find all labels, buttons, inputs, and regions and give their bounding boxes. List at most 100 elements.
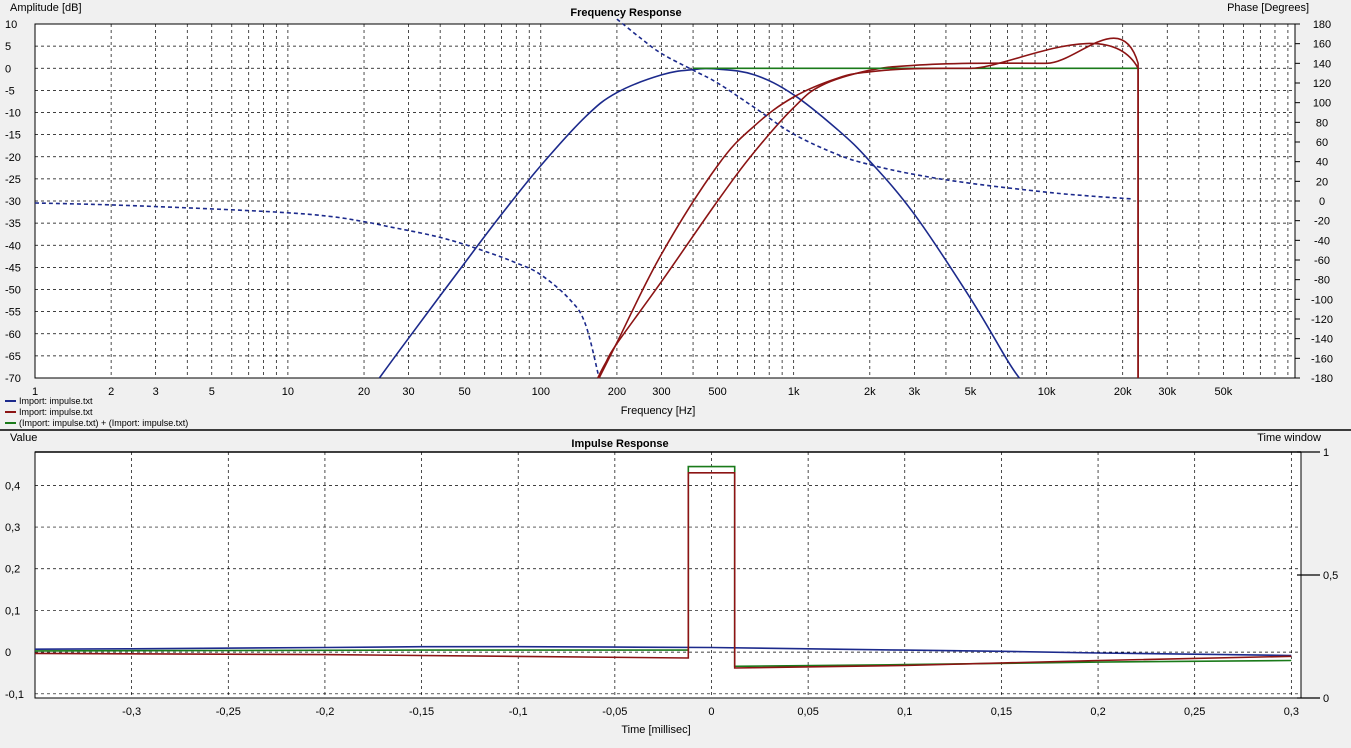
fr-x-tick-label: 20k xyxy=(1114,386,1132,398)
fr-y2-tick-label: -120 xyxy=(1311,314,1333,326)
fr-x-tick-label: 5 xyxy=(209,386,215,398)
fr-y-tick-label: -40 xyxy=(5,240,21,252)
fr-xlabel: Frequency [Hz] xyxy=(621,405,696,417)
fr-series xyxy=(34,18,1139,379)
ir-x-tick-label: -0,25 xyxy=(216,706,241,718)
ir-plot-area xyxy=(34,451,1302,699)
fr-x-tick-label: 30k xyxy=(1158,386,1176,398)
fr-y-tick-label: -20 xyxy=(5,152,21,164)
fr-x-tick-label: 3 xyxy=(153,386,159,398)
ir-x-tick-label: 0,1 xyxy=(897,706,912,718)
fr-y-tick-label: -35 xyxy=(5,218,21,230)
ir-x-tick-label: 0 xyxy=(708,706,714,718)
fr-title: Frequency Response xyxy=(570,7,681,19)
ir-x-tick-label: -0,05 xyxy=(602,706,627,718)
fr-y-tick-label: -65 xyxy=(5,351,21,363)
fr-x-tick-label: 50k xyxy=(1214,386,1232,398)
fr-y2-tick-label: -20 xyxy=(1314,216,1330,228)
fr-y2-tick-label: 160 xyxy=(1313,39,1331,51)
fr-y-tick-label: -45 xyxy=(5,262,21,274)
legend-label: Import: impulse.txt xyxy=(19,407,93,417)
fr-y-tick-label: 10 xyxy=(5,19,17,31)
ir-series-red-impulse xyxy=(34,471,1292,669)
ir-y2-axis: 10,50 xyxy=(1297,447,1338,705)
fr-x-tick-label: 100 xyxy=(532,386,550,398)
ir-x-tick-label: -0,15 xyxy=(409,706,434,718)
legend-label: (Import: impulse.txt) + (Import: impulse… xyxy=(19,418,188,428)
fr-y2-tick-label: 180 xyxy=(1313,19,1331,31)
fr-x-tick-label: 10k xyxy=(1038,386,1056,398)
fr-y2-tick-label: -40 xyxy=(1314,235,1330,247)
fr-x-tick-label: 3k xyxy=(909,386,921,398)
fr-x-tick-label: 50 xyxy=(459,386,471,398)
ir-x-tick-label: 0,15 xyxy=(991,706,1012,718)
fr-y2-tick-label: -140 xyxy=(1311,334,1333,346)
ir-x-tick-label: -0,2 xyxy=(315,706,334,718)
ir-x-tick-label: 0,3 xyxy=(1284,706,1299,718)
fr-y-tick-label: -50 xyxy=(5,285,21,297)
fr-y-tick-label: -10 xyxy=(5,108,21,120)
ir-x-tick-label: 0,25 xyxy=(1184,706,1205,718)
ir-title: Impulse Response xyxy=(571,438,668,450)
ir-y-tick-label: 0,4 xyxy=(5,480,20,492)
ir-y-tick-label: 0,2 xyxy=(5,564,20,576)
fr-y-tick-label: -30 xyxy=(5,196,21,208)
fr-y2-axis: 180 160 140 120 100 80 60 40 20 0 -20 -40 -60 -80 -100… xyxy=(1295,19,1333,385)
fr-x-tick-label: 1 xyxy=(32,386,38,398)
fr-y-tick-label: -15 xyxy=(5,130,21,142)
ir-y-tick-label: 0 xyxy=(5,647,11,659)
fr-y2-tick-label: 120 xyxy=(1313,78,1331,90)
fr-x-tick-label: 2 xyxy=(108,386,114,398)
impulse-response-panel: Value Impulse Response Time window -0,3-… xyxy=(5,432,1338,736)
fr-y-tick-label: -60 xyxy=(5,329,21,341)
ir-y2-tick-label: 0 xyxy=(1323,693,1329,705)
fr-y-tick-label: -25 xyxy=(5,174,21,186)
fr-y2-tick-label: -180 xyxy=(1311,373,1333,385)
fr-x-tick-label: 30 xyxy=(402,386,414,398)
fr-x-tick-label: 20 xyxy=(358,386,370,398)
fr-series-blue-phase xyxy=(34,202,600,379)
frequency-response-panel: Amplitude [dB] Frequency Response Phase … xyxy=(5,2,1333,428)
fr-y-axis: 10 5 0 -5 -10 -15 -20 -25 -30 -35 -40 -45 -50 -55 -60 -… xyxy=(5,19,21,385)
ir-x-axis: -0,3 -0,25 -0,2 -0,15 -0,1 -0,05 0 0,05 0,1 0,15 0… xyxy=(122,706,1299,718)
fr-y2-tick-label: -60 xyxy=(1314,255,1330,267)
fr-y2-tick-label: 100 xyxy=(1313,98,1331,110)
ir-x-tick-label: -0,3 xyxy=(122,706,141,718)
fr-y2-tick-label: 0 xyxy=(1319,196,1325,208)
fr-y-tick-label: 5 xyxy=(5,41,11,53)
ir-series-blue-impulse xyxy=(34,645,1292,657)
ir-y-tick-label: 0,1 xyxy=(5,605,20,617)
ir-x-tick-label: -0,1 xyxy=(509,706,528,718)
fr-y-tick-label: -70 xyxy=(5,373,21,385)
fr-y-tick-label: -5 xyxy=(5,85,15,97)
fr-y2-tick-label: -160 xyxy=(1311,353,1333,365)
fr-y2-tick-label: 80 xyxy=(1316,117,1328,129)
fr-x-tick-label: 300 xyxy=(652,386,670,398)
fr-y-tick-label: -55 xyxy=(5,307,21,319)
fr-series-red-amplitude xyxy=(598,42,1139,379)
ir-x-tick-label: 0,2 xyxy=(1090,706,1105,718)
ir-y2-tick-label: 1 xyxy=(1323,447,1329,459)
fr-x-tick-label: 2k xyxy=(864,386,876,398)
ir-y-tick-label: 0,3 xyxy=(5,522,20,534)
ir-y2-tick-label: 0,5 xyxy=(1323,570,1338,582)
fr-y2label: Phase [Degrees] xyxy=(1227,2,1309,14)
fr-x-tick-label: 500 xyxy=(708,386,726,398)
fr-y2-tick-label: -80 xyxy=(1314,275,1330,287)
fr-grid xyxy=(34,23,1295,379)
fr-x-tick-label: 5k xyxy=(965,386,977,398)
ir-x-tick-label: 0,05 xyxy=(797,706,818,718)
fr-x-axis: 1 2 3 5 10 20 30 50 100 200 300 500 1k 2k 3k 5k 10k 20k 30… xyxy=(32,386,1233,398)
fr-y-tick-label: 0 xyxy=(5,63,11,75)
fr-series-blue-phase-upper xyxy=(616,18,1134,200)
fr-y2-tick-label: 60 xyxy=(1316,137,1328,149)
fr-x-tick-label: 1k xyxy=(788,386,800,398)
ir-xlabel: Time [millisec] xyxy=(621,724,690,736)
fr-ylabel: Amplitude [dB] xyxy=(10,2,82,14)
fr-y2-tick-label: -100 xyxy=(1311,294,1333,306)
ir-ylabel: Value xyxy=(10,432,37,444)
ir-y-axis: 0,4 0,3 0,2 0,1 0 -0,1 xyxy=(5,480,24,700)
fr-y2-tick-label: 140 xyxy=(1313,58,1331,70)
